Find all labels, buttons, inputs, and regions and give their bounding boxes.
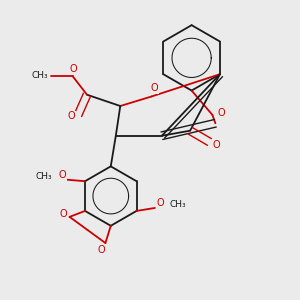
Text: O: O — [70, 64, 77, 74]
Text: O: O — [59, 170, 67, 180]
Text: O: O — [218, 108, 225, 118]
Text: O: O — [212, 140, 220, 150]
Text: O: O — [97, 244, 105, 255]
Text: O: O — [151, 83, 158, 93]
Text: CH₃: CH₃ — [35, 172, 52, 181]
Text: CH₃: CH₃ — [169, 200, 186, 209]
Text: CH₃: CH₃ — [31, 71, 48, 80]
Text: O: O — [157, 199, 164, 208]
Text: O: O — [60, 209, 68, 219]
Text: O: O — [68, 111, 75, 122]
